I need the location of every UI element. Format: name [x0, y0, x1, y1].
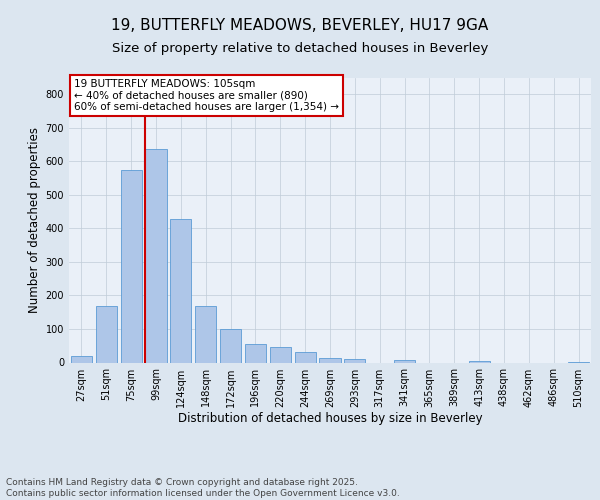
Bar: [270, 348, 291, 362]
Bar: [170, 219, 191, 362]
Bar: [344, 360, 365, 362]
Y-axis label: Number of detached properties: Number of detached properties: [28, 127, 41, 313]
Bar: [220, 329, 241, 362]
Text: 19, BUTTERFLY MEADOWS, BEVERLEY, HU17 9GA: 19, BUTTERFLY MEADOWS, BEVERLEY, HU17 9G…: [112, 18, 488, 32]
Bar: [319, 358, 341, 362]
Text: 19 BUTTERFLY MEADOWS: 105sqm
← 40% of detached houses are smaller (890)
60% of s: 19 BUTTERFLY MEADOWS: 105sqm ← 40% of de…: [74, 79, 339, 112]
X-axis label: Distribution of detached houses by size in Beverley: Distribution of detached houses by size …: [178, 412, 482, 426]
Bar: [145, 148, 167, 362]
Bar: [96, 306, 117, 362]
Bar: [195, 306, 216, 362]
Bar: [394, 360, 415, 362]
Bar: [245, 344, 266, 362]
Bar: [71, 356, 92, 362]
Bar: [295, 352, 316, 362]
Bar: [121, 170, 142, 362]
Text: Size of property relative to detached houses in Beverley: Size of property relative to detached ho…: [112, 42, 488, 55]
Text: Contains HM Land Registry data © Crown copyright and database right 2025.
Contai: Contains HM Land Registry data © Crown c…: [6, 478, 400, 498]
